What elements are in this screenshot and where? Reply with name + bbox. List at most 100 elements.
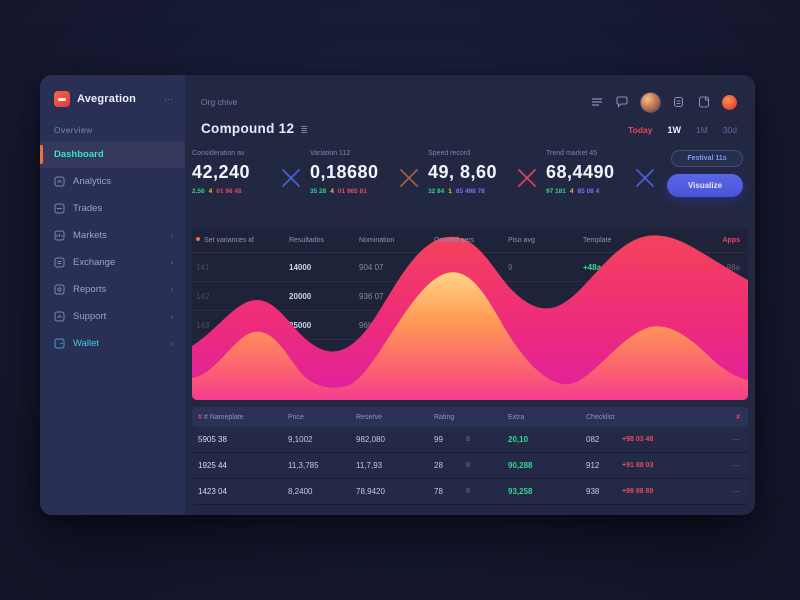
brand-name: Avegration — [77, 93, 137, 105]
title-options-icon[interactable]: ≣ — [300, 125, 308, 135]
tab-1w[interactable]: 1W — [667, 125, 682, 135]
cell-extra: 20,10 — [508, 435, 529, 444]
stat-label: Consideration av — [192, 150, 245, 157]
x-separator-icon — [626, 166, 664, 190]
stat-value: 42,240 — [192, 162, 251, 182]
tab-30d[interactable]: 30d — [722, 125, 737, 135]
sidebar-item-markets[interactable]: Markets › — [40, 222, 185, 249]
user-avatar[interactable] — [640, 91, 661, 113]
chart-column-header: Onward pers — [434, 236, 475, 244]
cell-reserve: 11,7,93 — [356, 461, 383, 470]
table-column-header[interactable]: Reserve — [356, 413, 383, 421]
sidebar-menu-dots-icon[interactable]: ⋯ — [164, 93, 173, 104]
table-column-header[interactable]: Rating — [434, 413, 455, 421]
cell-check: 912 — [586, 461, 600, 470]
cell-sub: 8 — [466, 488, 470, 495]
cell-end: — — [733, 488, 740, 495]
stat-label: Speed record — [428, 150, 471, 157]
data-table: # # Nameplate Price Reserve Rating Extra… — [192, 407, 748, 505]
hamburger-menu-icon[interactable] — [590, 95, 604, 109]
sidebar: Avegration ⋯ Overview Dashboard Analytic… — [40, 75, 185, 515]
table-row[interactable]: 5905 38 9,1002 982,080 99 8 20,10 082 +9… — [192, 427, 748, 453]
support-icon — [54, 311, 65, 322]
change-chip: 32 84 — [428, 188, 445, 195]
wallet-icon — [54, 338, 65, 349]
notifications-icon[interactable] — [722, 94, 737, 110]
x-separator-icon — [508, 166, 546, 190]
cell-sub: 8 — [466, 436, 470, 443]
cell-price: 8,2400 — [288, 487, 313, 496]
chart-column-header: Resultados — [289, 236, 325, 244]
table-column-header[interactable]: # — [736, 413, 740, 421]
stat-changes: 97 181 4 85 08 4 — [546, 188, 626, 195]
wave-inner-orange — [192, 272, 748, 400]
sidebar-item-label: Dashboard — [54, 149, 104, 160]
sidebar-item-support[interactable]: Support › — [40, 303, 185, 330]
exchange-icon — [54, 257, 65, 268]
sidebar-item-exchange[interactable]: Exchange › — [40, 249, 185, 276]
table-column-header[interactable]: Extra — [508, 413, 525, 421]
table-row[interactable]: 1925 44 11,3,785 11,7,93 28 8 90,288 912… — [192, 453, 748, 479]
table-column-header[interactable]: # # Nameplate — [198, 413, 244, 421]
topbar-icons — [590, 91, 737, 113]
cell-check: 082 — [586, 435, 600, 444]
chat-icon[interactable] — [615, 95, 629, 109]
table-header: # # Nameplate Price Reserve Rating Extra… — [192, 407, 748, 427]
sidebar-item-label: Exchange — [73, 257, 116, 268]
table-column-header[interactable]: Checklist — [586, 413, 615, 421]
chart-cell: 904 07 — [359, 262, 384, 272]
stat-changes: 35 28 4 01 965 81 — [310, 188, 390, 195]
chevron-right-icon: › — [170, 258, 173, 267]
main-content: Org chive Compound 12 ≣ Today 1W 1M 30d — [185, 75, 755, 515]
stat-card: Trend market 45 68,4490 97 181 4 85 08 4 — [546, 150, 626, 195]
sidebar-item-label: Support — [73, 311, 107, 322]
title-row: Compound 12 ≣ Today 1W 1M 30d — [185, 113, 755, 136]
tab-1m[interactable]: 1M — [696, 125, 708, 135]
sidebar-item-wallet[interactable]: Wallet › — [40, 330, 185, 357]
sidebar-item-label: Analytics — [73, 176, 112, 187]
stat-label: Variation 112 — [310, 150, 351, 157]
change-chip: 97 181 — [546, 188, 566, 195]
chart-cell: 936 07 — [359, 291, 384, 301]
chart-cell: +48a — [583, 262, 602, 272]
document-icon[interactable] — [697, 95, 711, 109]
table-column-header[interactable]: Price — [288, 413, 304, 421]
cell-rating: 28 — [434, 461, 443, 470]
sidebar-item-label: Wallet — [73, 338, 100, 349]
cell-name: 1423 04 — [198, 487, 227, 496]
analytics-icon — [54, 176, 65, 187]
cell-check: 938 — [586, 487, 600, 496]
cell-trend: +98 03 48 — [622, 436, 654, 443]
topbar: Org chive — [185, 75, 755, 113]
stats-actions: Festival 11s Visualize — [664, 150, 755, 197]
chart-panel: 141 14000 904 07 9 +48a 98a 142 20000 93… — [192, 228, 748, 400]
sidebar-item-analytics[interactable]: Analytics — [40, 168, 185, 195]
chevron-right-icon: › — [170, 285, 173, 294]
sidebar-item-trades[interactable]: Trades — [40, 195, 185, 222]
cell-extra: 93,258 — [508, 487, 533, 496]
tab-today[interactable]: Today — [628, 125, 653, 135]
area-chart — [192, 235, 748, 400]
sidebar-item-reports[interactable]: Reports › — [40, 276, 185, 303]
festival-pill-button[interactable]: Festival 11s — [671, 150, 743, 167]
sidebar-item-dashboard[interactable]: Dashboard — [40, 141, 185, 168]
markets-icon — [54, 230, 65, 241]
cell-price: 9,1002 — [288, 435, 313, 444]
chart-cell: 9 — [508, 262, 513, 272]
cell-trend: +91 88 03 — [622, 462, 654, 469]
legend-dot-icon — [196, 236, 200, 241]
table-row[interactable]: 1423 04 8,2400 78,9420 78 8 93,258 938 +… — [192, 479, 748, 505]
copy-icon[interactable] — [672, 95, 686, 109]
stat-card: Speed record 49, 8,60 32 84 1 85 498 78 — [428, 150, 508, 195]
change-chip: 4 — [569, 188, 574, 195]
chart-cell: 141 — [196, 262, 210, 272]
cell-sub: 8 — [466, 462, 470, 469]
visualize-button[interactable]: Visualize — [667, 174, 743, 197]
sidebar-item-label: Markets — [73, 230, 107, 241]
cell-name: 1925 44 — [198, 461, 227, 470]
chart-column-header-alert[interactable]: Apps — [722, 236, 741, 244]
page-title: Compound 12 — [201, 121, 295, 136]
breadcrumb: Org chive — [201, 97, 238, 107]
chart-column-header: Nomination — [359, 236, 395, 244]
cell-reserve: 982,080 — [356, 435, 385, 444]
